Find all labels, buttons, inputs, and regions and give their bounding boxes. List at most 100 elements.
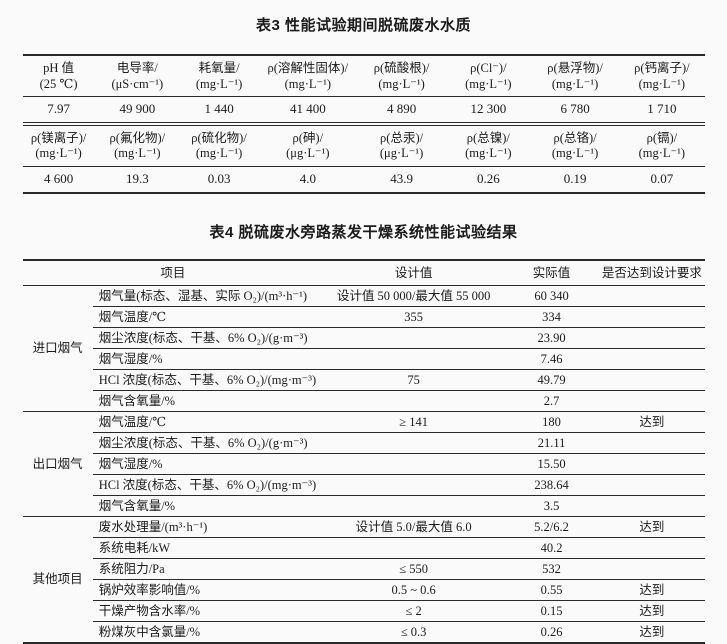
met-cell: 达到 xyxy=(599,620,705,643)
met-cell xyxy=(599,284,705,306)
t3-value-cell: 12 300 xyxy=(445,96,531,126)
met-cell xyxy=(599,431,705,453)
t3-header-line2: (mg·L⁻¹) xyxy=(638,76,686,91)
item-cell: 废水处理量/(m³·h⁻¹) xyxy=(92,515,324,537)
actual-cell: 0.15 xyxy=(503,599,600,621)
t3-value-cell: 49 900 xyxy=(94,96,180,126)
table-row: 烟气含氧量/% 2.7 xyxy=(23,389,705,411)
design-cell xyxy=(323,452,504,474)
item-cell: 系统电耗/kW xyxy=(92,536,324,558)
t3-header-cell: ρ(悬浮物)/(mg·L⁻¹) xyxy=(530,55,620,97)
actual-cell: 334 xyxy=(503,305,600,327)
t4-header-met: 是否达到设计要求 xyxy=(599,260,705,286)
table-row: HCl 浓度(标态、干基、6% O₂)/(mg·m⁻³) 238.64 xyxy=(23,473,705,495)
t3-header-line1: ρ(镁离子)/ xyxy=(30,130,87,145)
table3-value-row-1: 7.97 49 900 1 440 41 400 4 890 12 300 6 … xyxy=(22,96,705,126)
design-cell xyxy=(323,347,504,369)
table-row: 系统阻力/Pa ≤ 550 532 xyxy=(23,557,705,579)
table-row: HCl 浓度(标态、干基、6% O₂)/(mg·m⁻³) 75 49.79 xyxy=(23,368,705,390)
t3-header-cell: 电导率/(μS·cm⁻¹) xyxy=(94,55,180,97)
t3-header-cell: ρ(总镍)/(mg·L⁻¹) xyxy=(445,123,531,167)
t3-value-cell: 19.3 xyxy=(125,171,149,187)
table4-caption: 表4 脱硫废水旁路蒸发干燥系统性能试验结果 xyxy=(209,224,518,241)
table3: pH 值 (25 ℃) 电导率/(μS·cm⁻¹) 耗氧量/(mg·L⁻¹) ρ(… xyxy=(22,54,705,194)
t3-value-cell: 0.03 xyxy=(207,171,231,187)
design-cell: ≤ 550 xyxy=(323,557,504,579)
t3-value-cell: 0.07 xyxy=(650,171,674,187)
design-cell: 设计值 5.0/最大值 6.0 xyxy=(323,515,504,537)
t4-header-design: 设计值 xyxy=(323,260,504,286)
t3-header-line1: ρ(Cl⁻)/ xyxy=(470,61,507,75)
t3-header-line1: ρ(砷)/ xyxy=(292,130,324,145)
t3-header-line2: (mg·L⁻¹) xyxy=(378,76,425,91)
t3-header-line2: (mg·L⁻¹) xyxy=(551,76,599,91)
t3-header-cell: ρ(硫酸根)/(mg·L⁻¹) xyxy=(357,55,446,97)
met-cell xyxy=(599,326,705,348)
t3-header-line2: (mg·L⁻¹) xyxy=(195,146,243,160)
t3-header-line2: (mg·L⁻¹) xyxy=(551,146,599,160)
t3-header-line2: (μg·L⁻¹) xyxy=(286,146,330,160)
t3-header-line1: ρ(悬浮物)/ xyxy=(547,61,603,75)
t3-header-cell: pH 值 (25 ℃) xyxy=(22,55,95,97)
table-row: 进口烟气 烟气量(标态、湿基、实际 O₂)/(m³·h⁻¹) 设计值 50 00… xyxy=(22,284,705,411)
t3-header-cell: ρ(镁离子)/(mg·L⁻¹) xyxy=(22,123,95,167)
design-cell: 355 xyxy=(323,305,504,327)
t3-header-cell: ρ(钙离子)/(mg·L⁻¹) xyxy=(619,55,705,97)
t3-header-line1: ρ(溶解性固体)/ xyxy=(267,61,349,75)
actual-cell: 3.5 xyxy=(503,494,600,516)
t3-header-line1: pH 值 xyxy=(43,61,75,75)
t3-header-line2: (mg·L⁻¹) xyxy=(114,146,161,160)
t3-header-cell: ρ(砷)/(μg·L⁻¹) xyxy=(258,123,358,167)
item-cell: 烟气湿度/% xyxy=(92,452,324,474)
actual-cell: 532 xyxy=(503,557,600,579)
t3-value-cell: 4 890 xyxy=(357,96,446,126)
table-row: 烟气湿度/% 7.46 xyxy=(23,347,705,369)
t3-header-cell: ρ(镉)/(mg·L⁻¹) xyxy=(619,123,705,167)
t3-value-cell: 1 440 xyxy=(179,96,259,126)
actual-cell: 49.79 xyxy=(503,368,600,390)
actual-cell: 5.2/6.2 xyxy=(503,515,600,537)
design-cell xyxy=(323,473,504,495)
group-label-other-items: 其他项目 xyxy=(22,515,93,643)
met-cell xyxy=(599,305,705,327)
actual-cell: 180 xyxy=(503,410,600,432)
table3-header-row-1: pH 值 (25 ℃) 电导率/(μS·cm⁻¹) 耗氧量/(mg·L⁻¹) ρ(… xyxy=(22,55,705,97)
t3-value-cell: 6 780 xyxy=(530,96,620,126)
item-cell: 粉煤灰中含氯量/% xyxy=(92,620,324,643)
design-cell: ≥ 141 xyxy=(323,410,504,432)
actual-cell: 2.7 xyxy=(503,389,600,411)
t3-header-line1: ρ(总汞)/ xyxy=(380,130,424,145)
item-cell: 烟气温度/℃ xyxy=(92,410,324,432)
met-cell xyxy=(599,557,705,579)
group-label-outlet-flue-gas: 出口烟气 xyxy=(22,410,93,516)
table-row: 烟气温度/℃ 355 334 xyxy=(23,305,705,327)
t3-header-cell: ρ(硫化物)/(mg·L⁻¹) xyxy=(179,123,259,167)
table3-caption: 表3 性能试验期间脱硫废水水质 xyxy=(255,17,471,34)
met-cell xyxy=(599,368,705,390)
table-row: 烟气湿度/% 15.50 xyxy=(23,452,705,474)
table-row: 烟尘浓度(标态、干基、6% O₂)/(g·m⁻³) 21.11 xyxy=(23,431,705,453)
design-cell xyxy=(323,389,504,411)
t3-header-line1: ρ(钙离子)/ xyxy=(634,61,690,75)
t3-header-line2: (mg·L⁻¹) xyxy=(284,76,332,91)
t3-header-line1: ρ(硫酸根)/ xyxy=(373,61,430,75)
design-cell: 设计值 50 000/最大值 55 000 xyxy=(323,284,504,306)
design-cell: 75 xyxy=(323,368,504,390)
t3-header-line1: ρ(镉)/ xyxy=(646,130,678,145)
met-cell: 达到 xyxy=(599,410,705,432)
item-cell: HCl 浓度(标态、干基、6% O₂)/(mg·m⁻³) xyxy=(92,473,324,495)
actual-cell: 60 340 xyxy=(503,284,600,306)
actual-cell: 238.64 xyxy=(503,473,600,495)
table3-value-row-2: 4 600 19.3 0.03 4.0 43.9 0.26 0.19 0.07 xyxy=(23,166,705,193)
item-cell: 烟气温度/℃ xyxy=(92,305,324,327)
t3-value-cell: 4 600 xyxy=(43,171,74,187)
t3-header-line1: ρ(总镍)/ xyxy=(466,130,510,145)
met-cell: 达到 xyxy=(599,578,705,600)
t3-header-line2: (mg·L⁻¹) xyxy=(465,146,512,160)
design-cell: ≤ 2 xyxy=(323,599,504,621)
item-cell: 烟气量(标态、湿基、实际 O₂)/(m³·h⁻¹) xyxy=(92,284,324,306)
t4-header-actual: 实际值 xyxy=(503,260,600,286)
item-cell: 干燥产物含水率/% xyxy=(92,599,324,621)
item-cell: 烟尘浓度(标态、干基、6% O₂)/(g·m⁻³) xyxy=(92,326,324,348)
t3-header-line2: (mg·L⁻¹) xyxy=(35,146,82,160)
